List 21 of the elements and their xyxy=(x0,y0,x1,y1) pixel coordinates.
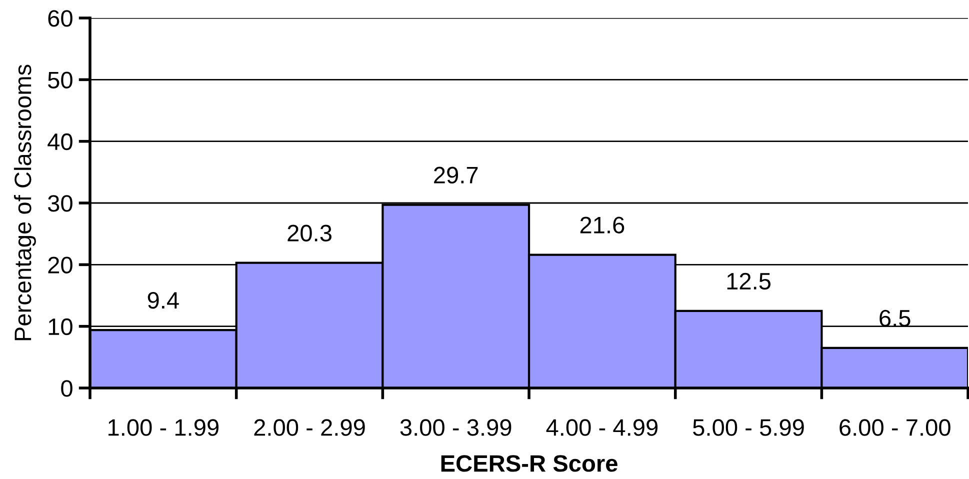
data-label: 9.4 xyxy=(148,292,179,309)
y-tick-label: 40 xyxy=(48,133,72,150)
x-axis-title: ECERS-R Score xyxy=(441,455,618,472)
data-label: 20.3 xyxy=(288,224,332,242)
data-label: 21.6 xyxy=(580,216,624,234)
x-tick-label: 2.00 - 2.99 xyxy=(254,419,365,436)
x-tick-label: 3.00 - 3.99 xyxy=(400,419,512,436)
y-tick-label: 50 xyxy=(48,72,72,88)
x-tick-label: 6.00 - 7.00 xyxy=(840,419,950,436)
y-tick-label: 60 xyxy=(48,10,72,27)
x-tick-label: 1.00 - 1.99 xyxy=(108,419,218,436)
data-label: 6.5 xyxy=(880,310,910,327)
y-tick-label: 0 xyxy=(61,380,72,397)
x-tick-label: 4.00 - 4.99 xyxy=(546,419,658,436)
data-label: 12.5 xyxy=(727,272,771,290)
y-tick-label: 20 xyxy=(48,256,72,274)
y-tick-label: 10 xyxy=(48,318,72,336)
y-axis-title: Percentage of Classrooms xyxy=(14,64,36,340)
data-label: 29.7 xyxy=(434,166,478,184)
y-tick-label: 30 xyxy=(48,195,72,212)
x-tick-label: 5.00 - 5.99 xyxy=(693,419,804,436)
